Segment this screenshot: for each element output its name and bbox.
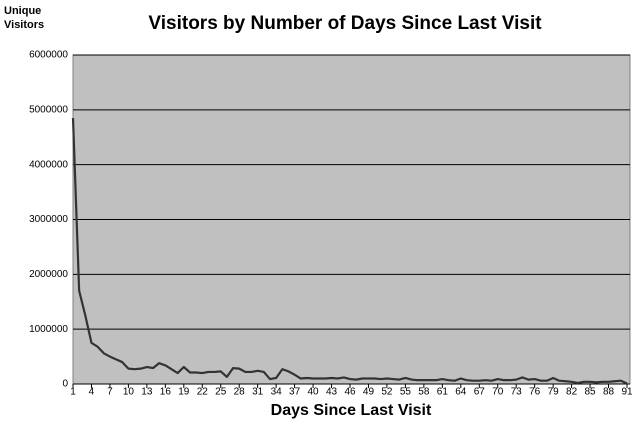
- y-tick-label: 4000000: [29, 159, 68, 170]
- x-tick-label: 16: [160, 387, 172, 398]
- x-tick-label: 40: [308, 387, 320, 398]
- x-tick-label: 31: [252, 387, 264, 398]
- x-tick-label: 61: [437, 387, 449, 398]
- y-axis-title: Visitors: [4, 19, 44, 31]
- x-tick-label: 49: [363, 387, 375, 398]
- x-tick-label: 34: [271, 387, 283, 398]
- x-tick-label: 55: [400, 387, 412, 398]
- x-tick-label: 43: [326, 387, 338, 398]
- x-tick-label: 76: [529, 387, 541, 398]
- x-tick-label: 22: [197, 387, 209, 398]
- y-tick-label: 2000000: [29, 269, 68, 280]
- chart-title: Visitors by Number of Days Since Last Vi…: [148, 13, 542, 34]
- x-tick-label: 10: [123, 387, 135, 398]
- x-tick-label: 58: [418, 387, 430, 398]
- x-tick-label: 52: [381, 387, 393, 398]
- x-tick-label: 19: [178, 387, 190, 398]
- y-tick-label: 5000000: [29, 104, 68, 115]
- x-tick-label: 88: [603, 387, 615, 398]
- x-tick-label: 13: [141, 387, 153, 398]
- x-tick-label: 64: [455, 387, 467, 398]
- x-tick-label: 25: [215, 387, 227, 398]
- data-line: [71, 118, 628, 385]
- x-tick-label: 85: [585, 387, 597, 398]
- y-tick-label: 3000000: [29, 214, 68, 225]
- x-tick-label: 67: [474, 387, 486, 398]
- x-tick-label: 7: [107, 387, 113, 398]
- x-tick-label: 28: [234, 387, 246, 398]
- x-tick-label: 4: [89, 387, 95, 398]
- y-tick-label: 1000000: [29, 324, 68, 335]
- x-tick-label: 91: [621, 387, 633, 398]
- x-tick-label: 73: [511, 387, 523, 398]
- x-axis-title: Days Since Last Visit: [271, 402, 432, 419]
- y-axis-title: Unique: [4, 5, 41, 17]
- x-tick-label: 70: [492, 387, 504, 398]
- y-tick-label: 0: [62, 379, 68, 390]
- x-tick-label: 37: [289, 387, 301, 398]
- x-tick-label: 82: [566, 387, 578, 398]
- y-tick-label: 6000000: [29, 50, 68, 61]
- x-tick-label: 79: [548, 387, 560, 398]
- x-tick-label: 1: [70, 387, 76, 398]
- x-tick-label: 46: [344, 387, 356, 398]
